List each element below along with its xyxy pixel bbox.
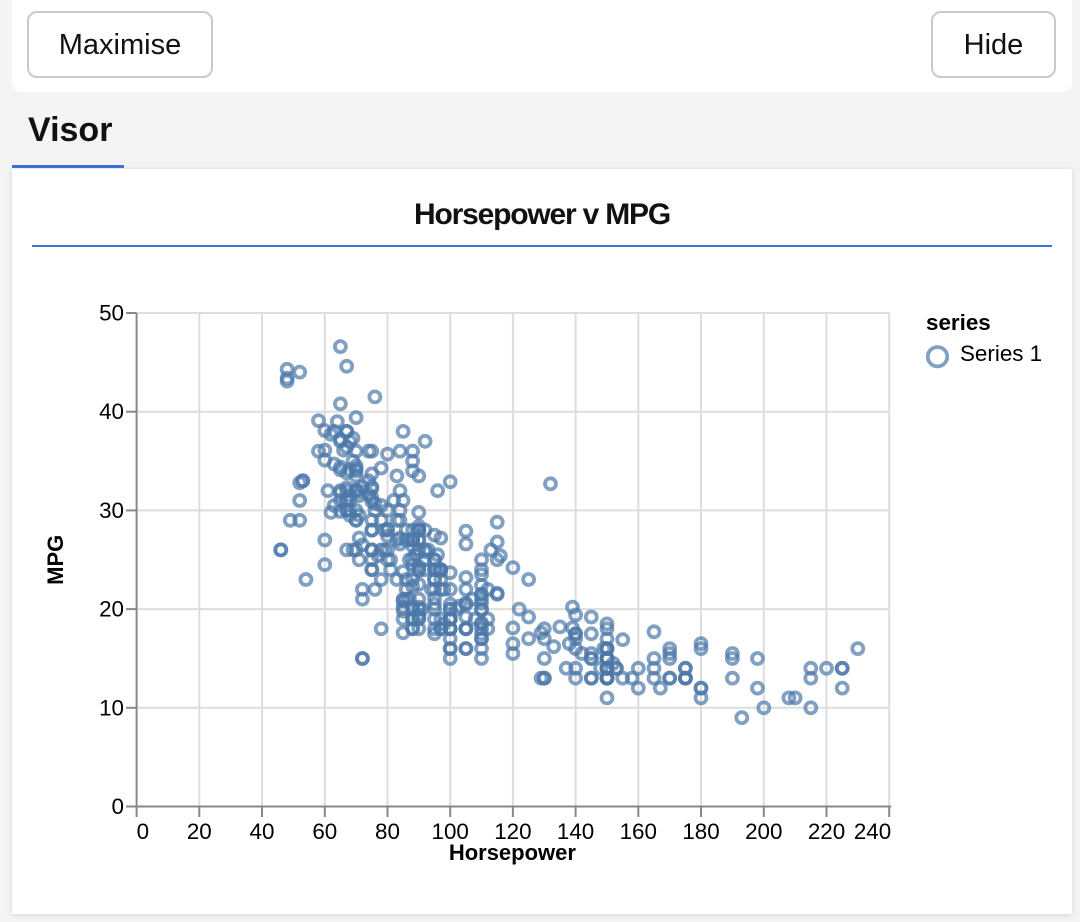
svg-text:100: 100 [432,819,469,844]
svg-text:30: 30 [99,498,124,523]
svg-text:60: 60 [312,819,337,844]
svg-text:140: 140 [557,819,594,844]
svg-text:0: 0 [112,794,124,819]
svg-text:40: 40 [99,399,124,424]
svg-text:20: 20 [99,597,124,622]
svg-text:40: 40 [250,819,275,844]
svg-text:80: 80 [375,819,400,844]
svg-text:220: 220 [808,819,845,844]
svg-text:10: 10 [99,695,124,720]
svg-text:50: 50 [99,301,124,326]
svg-text:0: 0 [137,819,149,844]
svg-text:MPG: MPG [43,535,68,585]
svg-text:20: 20 [187,819,212,844]
svg-text:180: 180 [682,819,719,844]
svg-text:160: 160 [620,819,657,844]
svg-text:Horsepower: Horsepower [449,840,577,865]
svg-text:120: 120 [494,819,531,844]
svg-text:240: 240 [854,819,891,844]
svg-text:Series 1: Series 1 [960,341,1042,366]
svg-text:200: 200 [745,819,782,844]
svg-text:series: series [926,310,991,335]
